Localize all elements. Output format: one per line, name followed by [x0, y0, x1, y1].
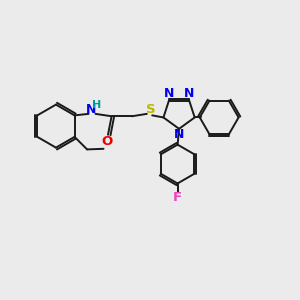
Text: S: S — [146, 103, 155, 116]
Text: F: F — [173, 191, 182, 204]
Text: N: N — [174, 128, 184, 141]
Text: N: N — [164, 87, 174, 100]
Text: H: H — [92, 100, 101, 110]
Text: O: O — [101, 135, 112, 148]
Text: N: N — [85, 103, 96, 116]
Text: N: N — [184, 87, 194, 100]
